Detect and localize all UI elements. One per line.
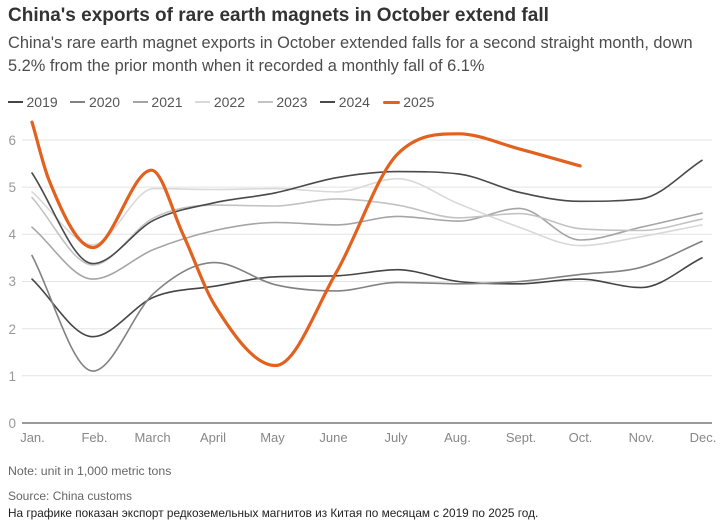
svg-text:Dec.: Dec. bbox=[690, 430, 717, 445]
svg-text:3: 3 bbox=[8, 274, 16, 289]
svg-text:Sept.: Sept. bbox=[506, 430, 536, 445]
svg-text:May: May bbox=[260, 430, 285, 445]
svg-text:July: July bbox=[384, 430, 408, 445]
svg-text:Aug.: Aug. bbox=[444, 430, 471, 445]
svg-text:1: 1 bbox=[8, 369, 16, 384]
svg-text:4: 4 bbox=[8, 227, 16, 242]
svg-text:5: 5 bbox=[8, 180, 16, 195]
svg-text:Feb.: Feb. bbox=[81, 430, 107, 445]
svg-text:Nov.: Nov. bbox=[629, 430, 655, 445]
svg-text:April: April bbox=[200, 430, 226, 445]
svg-text:March: March bbox=[134, 430, 170, 445]
svg-text:Jan.: Jan. bbox=[20, 430, 45, 445]
svg-text:6: 6 bbox=[8, 133, 16, 148]
svg-text:0: 0 bbox=[8, 416, 16, 431]
svg-text:June: June bbox=[319, 430, 347, 445]
svg-text:Oct.: Oct. bbox=[569, 430, 593, 445]
svg-text:2: 2 bbox=[8, 322, 16, 337]
